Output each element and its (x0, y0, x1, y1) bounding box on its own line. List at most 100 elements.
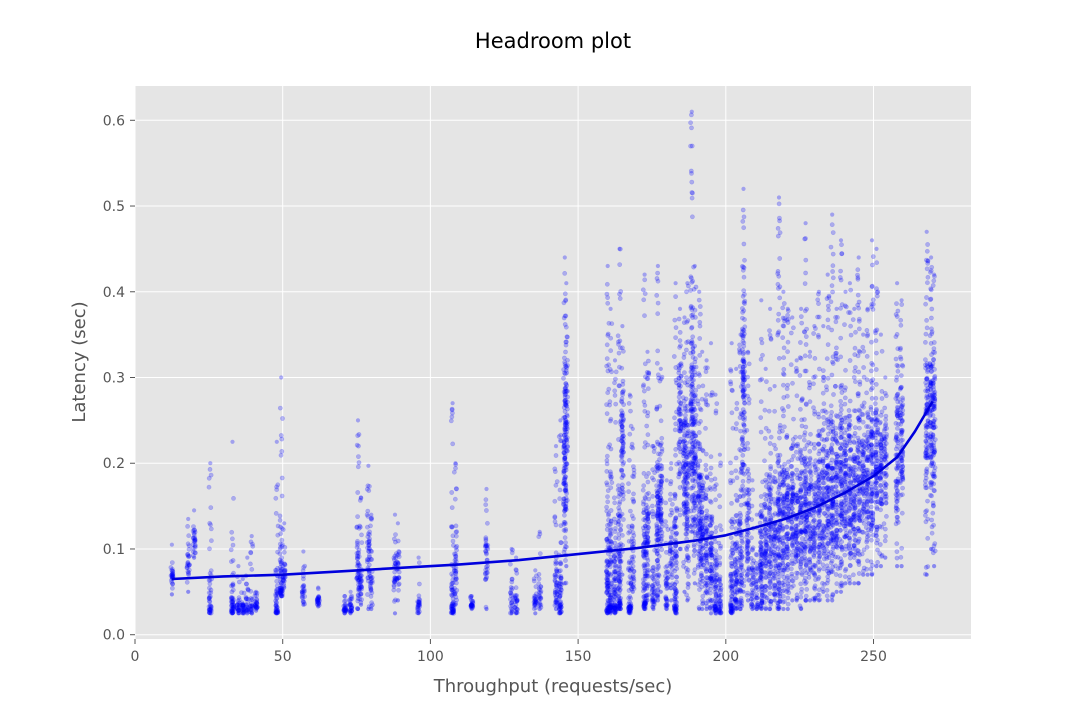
scatter-point (278, 581, 284, 586)
scatter-point (659, 475, 665, 480)
scatter-point (613, 369, 619, 375)
scatter-point (644, 491, 650, 497)
scatter-point (620, 543, 625, 548)
scatter-point (777, 218, 782, 224)
scatter-point (252, 593, 258, 599)
scatter-point (564, 281, 569, 286)
scatter-point (767, 527, 773, 533)
scatter-point (626, 481, 631, 487)
scatter-point (740, 338, 746, 344)
scatter-point (767, 591, 773, 596)
scatter-point (186, 562, 192, 568)
scatter-point (658, 536, 664, 542)
scatter-point (651, 444, 656, 449)
scatter-point (608, 335, 614, 341)
scatter-point (776, 606, 782, 612)
scatter-point (745, 374, 750, 380)
scatter-point (604, 356, 610, 361)
scatter-point (688, 303, 694, 309)
scatter-point (236, 604, 242, 610)
scatter-point (507, 561, 513, 567)
scatter-point (449, 414, 455, 420)
scatter-point (207, 607, 213, 612)
scatter-point (684, 516, 690, 521)
scatter-point (749, 582, 754, 588)
scatter-point (620, 378, 626, 384)
scatter-point (703, 551, 709, 557)
scatter-point (799, 397, 805, 402)
scatter-point (646, 567, 651, 573)
scatter-point (707, 522, 713, 528)
scatter-point (713, 497, 718, 503)
scatter-point (253, 602, 258, 608)
scatter-point (273, 610, 279, 616)
scatter-point (416, 560, 422, 566)
scatter-point (654, 483, 659, 489)
scatter-point (771, 496, 777, 502)
scatter-point (604, 281, 610, 287)
scatter-point (698, 311, 703, 317)
scatter-point (611, 590, 617, 595)
scatter-point (745, 440, 750, 446)
scatter-point (703, 369, 709, 375)
scatter-point (207, 609, 213, 614)
scatter-point (762, 407, 768, 413)
scatter-point (685, 281, 690, 286)
scatter-point (277, 590, 283, 596)
scatter-point (691, 500, 697, 506)
scatter-point (691, 518, 697, 523)
scatter-point (277, 513, 283, 519)
scatter-point (619, 511, 625, 517)
scatter-point (612, 388, 618, 394)
scatter-point (236, 602, 242, 608)
scatter-point (207, 571, 213, 576)
scatter-point (668, 491, 673, 497)
scatter-point (728, 379, 733, 385)
scatter-point (187, 562, 192, 568)
scatter-point (275, 549, 280, 555)
scatter-point (192, 508, 197, 513)
scatter-point (772, 384, 777, 389)
scatter-point (366, 483, 372, 489)
scatter-point (696, 297, 702, 303)
scatter-point (604, 568, 610, 574)
scatter-point (484, 566, 490, 572)
scatter-point (207, 546, 212, 552)
scatter-point (563, 313, 569, 319)
scatter-point (712, 579, 718, 585)
scatter-point (249, 597, 255, 602)
scatter-point (771, 592, 777, 598)
scatter-point (668, 512, 673, 518)
scatter-point (252, 601, 258, 607)
scatter-point (239, 607, 245, 613)
scatter-point (607, 522, 612, 527)
scatter-point (734, 366, 739, 371)
scatter-point (450, 401, 455, 406)
scatter-point (254, 590, 260, 596)
scatter-point (707, 568, 713, 573)
scatter-point (750, 478, 755, 483)
scatter-point (247, 561, 253, 567)
scatter-point (241, 603, 246, 609)
scatter-point (612, 392, 618, 398)
scatter-point (564, 448, 570, 453)
scatter-point (784, 524, 790, 530)
scatter-point (206, 595, 212, 601)
scatter-point (798, 581, 804, 587)
scatter-point (775, 225, 781, 231)
scatter-point (356, 443, 361, 449)
scatter-point (301, 602, 306, 607)
scatter-point (245, 587, 251, 593)
scatter-point (676, 410, 682, 416)
scatter-point (697, 289, 702, 294)
scatter-point (536, 581, 542, 586)
scatter-point (750, 606, 755, 612)
scatter-point (788, 362, 794, 368)
scatter-point (684, 553, 690, 558)
scatter-point (192, 542, 198, 548)
scatter-point (729, 410, 735, 416)
scatter-point (612, 529, 618, 534)
scatter-point (393, 532, 398, 537)
scatter-point (745, 446, 751, 452)
scatter-point (235, 606, 240, 612)
